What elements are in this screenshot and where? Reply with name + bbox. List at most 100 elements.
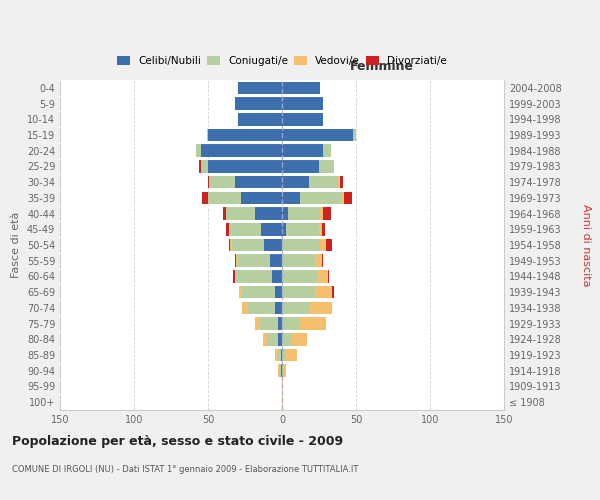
Bar	[272, 270, 282, 282]
Bar	[326, 238, 332, 252]
Y-axis label: Fasce di età: Fasce di età	[11, 212, 21, 278]
Bar	[282, 396, 283, 408]
Bar	[226, 223, 229, 235]
Bar	[323, 144, 331, 157]
Bar	[267, 333, 278, 345]
Bar	[282, 318, 300, 330]
Bar	[208, 160, 282, 172]
Bar	[292, 333, 307, 345]
Bar	[282, 270, 317, 282]
Bar	[320, 238, 326, 252]
Bar	[282, 223, 286, 235]
Bar	[300, 318, 326, 330]
Text: Popolazione per età, sesso e stato civile - 2009: Popolazione per età, sesso e stato civil…	[12, 435, 343, 448]
Bar	[232, 238, 264, 252]
Bar	[239, 286, 242, 298]
Bar	[196, 144, 200, 157]
Bar	[202, 192, 208, 204]
Bar	[288, 208, 320, 220]
Bar	[281, 348, 282, 362]
Bar	[341, 192, 344, 204]
Bar	[256, 318, 260, 330]
Bar	[238, 113, 282, 126]
Bar	[320, 208, 323, 220]
Bar	[208, 176, 209, 188]
Bar	[308, 176, 338, 188]
Bar	[235, 254, 236, 267]
Text: Femmine: Femmine	[350, 60, 414, 74]
Bar	[238, 82, 282, 94]
Bar	[261, 223, 282, 235]
Bar	[223, 208, 226, 220]
Bar	[200, 160, 208, 172]
Bar	[308, 302, 332, 314]
Bar	[332, 286, 334, 298]
Bar	[300, 192, 341, 204]
Bar	[281, 364, 282, 377]
Bar	[282, 380, 283, 392]
Bar	[229, 223, 261, 235]
Bar	[209, 176, 235, 188]
Bar	[248, 302, 275, 314]
Bar	[282, 208, 288, 220]
Bar	[260, 318, 278, 330]
Bar	[282, 302, 308, 314]
Bar	[242, 302, 248, 314]
Bar	[282, 192, 300, 204]
Bar	[236, 254, 238, 267]
Bar	[236, 270, 272, 282]
Bar	[235, 98, 282, 110]
Bar	[275, 302, 282, 314]
Bar	[328, 270, 329, 282]
Bar	[340, 176, 343, 188]
Bar	[241, 192, 282, 204]
Bar	[323, 208, 331, 220]
Bar	[282, 113, 323, 126]
Bar	[286, 223, 319, 235]
Bar	[282, 254, 314, 267]
Bar	[208, 128, 282, 141]
Bar	[278, 364, 279, 377]
Text: COMUNE DI IRGOLI (NU) - Dati ISTAT 1° gennaio 2009 - Elaborazione TUTTITALIA.IT: COMUNE DI IRGOLI (NU) - Dati ISTAT 1° ge…	[12, 465, 358, 474]
Y-axis label: Anni di nascita: Anni di nascita	[581, 204, 591, 286]
Bar	[208, 192, 241, 204]
Bar	[270, 254, 282, 267]
Bar	[282, 98, 323, 110]
Bar	[275, 286, 282, 298]
Bar	[263, 333, 267, 345]
Bar	[278, 348, 281, 362]
Bar	[264, 238, 282, 252]
Bar	[282, 128, 353, 141]
Bar	[256, 208, 282, 220]
Bar	[282, 144, 323, 157]
Bar	[242, 286, 275, 298]
Bar	[282, 238, 320, 252]
Bar	[275, 348, 278, 362]
Bar	[235, 270, 236, 282]
Bar	[226, 208, 256, 220]
Bar	[322, 223, 325, 235]
Bar	[282, 348, 285, 362]
Bar	[229, 238, 230, 252]
Bar	[238, 254, 270, 267]
Bar	[319, 223, 322, 235]
Bar	[278, 318, 282, 330]
Bar	[285, 348, 297, 362]
Bar	[283, 364, 286, 377]
Bar	[199, 160, 200, 172]
Bar	[282, 286, 314, 298]
Bar	[319, 160, 334, 172]
Bar	[338, 176, 340, 188]
Bar	[322, 254, 323, 267]
Bar	[282, 160, 319, 172]
Bar	[206, 128, 208, 141]
Bar	[344, 192, 352, 204]
Bar	[282, 176, 308, 188]
Bar	[278, 333, 282, 345]
Bar	[230, 238, 232, 252]
Bar	[314, 254, 322, 267]
Bar	[279, 364, 281, 377]
Bar	[282, 364, 283, 377]
Legend: Celibi/Nubili, Coniugati/e, Vedovi/e, Divorziati/e: Celibi/Nubili, Coniugati/e, Vedovi/e, Di…	[113, 52, 451, 70]
Bar	[282, 82, 320, 94]
